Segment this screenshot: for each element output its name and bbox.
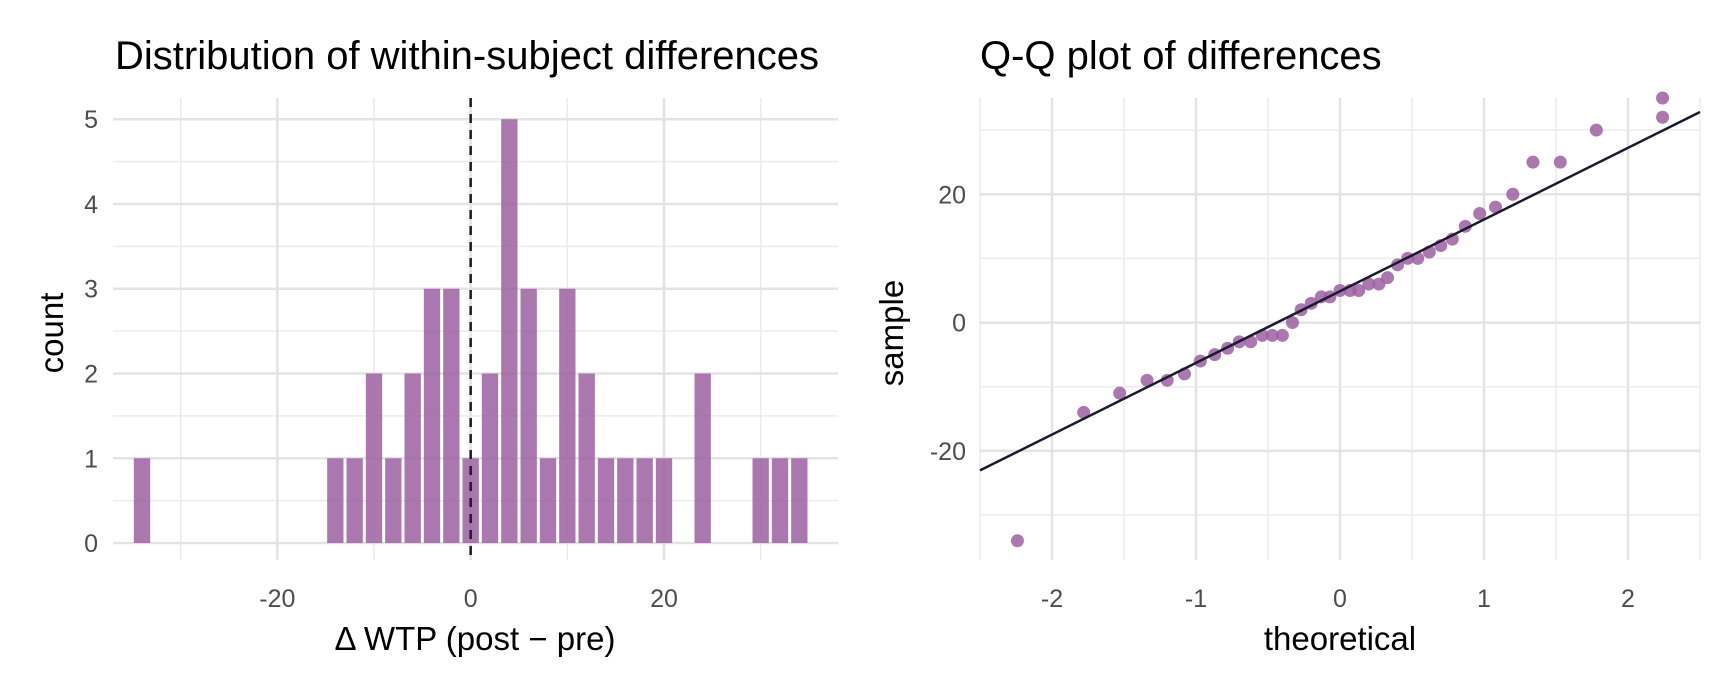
histogram-y-tick-label: 2 [84,361,98,389]
qq-point [1275,328,1289,342]
histogram-bar [597,458,615,544]
qq-point [1526,155,1540,169]
histogram-bar [791,458,808,544]
histogram-bar [423,288,441,544]
histogram-y-axis-title: count [33,293,70,374]
qq-gridlines [979,98,1701,560]
qq-point [1285,316,1299,330]
histogram-bar [694,373,711,544]
qq-x-tick-label: 2 [1621,585,1635,613]
qq-point [1362,277,1376,291]
qq-y-axis-title: sample [873,280,910,386]
histogram-bar [752,458,769,544]
histogram-x-tick-labels: -20 0 20 [259,585,678,613]
histogram-bar [385,458,402,544]
qq-point [1160,373,1174,387]
histogram-y-tick-label: 1 [84,445,98,473]
qq-point [1473,207,1487,220]
qq-point [1656,91,1670,105]
histogram-x-tick-label: 20 [650,585,678,613]
qq-x-tick-label: 0 [1333,585,1347,613]
histogram-bar [346,458,363,544]
qq-point [1077,405,1091,419]
qq-plot-panel: -2 -1 0 1 2 -20 0 20 Q-Q plot of differences t… [873,34,1701,657]
histogram-bar [636,458,653,544]
qq-point [1010,534,1024,548]
histogram-bar [481,373,499,544]
histogram-bar [520,288,537,544]
histogram-x-tick-label: -20 [259,585,295,613]
qq-x-tick-label: -1 [1185,585,1207,613]
histogram-y-tick-labels: 0 1 2 3 4 5 [84,106,98,558]
qq-point [1265,328,1279,342]
histogram-bar [501,119,518,544]
histogram-bar [559,288,576,544]
histogram-bar [578,373,595,544]
qq-y-tick-label: -20 [930,438,966,466]
qq-point [1352,284,1366,297]
histogram-bars [133,119,808,544]
histogram-bar [365,373,383,544]
qq-point [1506,187,1520,201]
histogram-y-tick-label: 4 [84,191,98,219]
qq-point [1589,123,1603,137]
histogram-panel: -20 0 20 0 1 2 3 4 5 Distribution of within-sub… [33,34,838,657]
qq-point [1656,110,1670,124]
histogram-x-axis-title: Δ WTP (post − pre) [335,620,616,657]
histogram-bar [539,458,557,544]
histogram-bar [133,458,151,544]
qq-point [1381,271,1395,285]
histogram-y-tick-label: 3 [84,276,98,304]
histogram-bar [771,458,789,544]
qq-y-tick-label: 0 [952,310,966,338]
qq-x-tick-labels: -2 -1 0 1 2 [1041,585,1635,613]
histogram-bar [443,288,460,544]
histogram-y-tick-label: 5 [84,106,98,134]
histogram-bar [655,458,673,544]
qq-point [1553,155,1567,169]
histogram-x-tick-label: 0 [464,585,478,613]
qq-point [1140,373,1154,387]
qq-x-tick-label: -2 [1041,585,1063,613]
histogram-y-tick-label: 0 [84,530,98,558]
qq-y-tick-labels: -20 0 20 [930,181,966,466]
qq-point [1489,200,1503,214]
histogram-bar [404,373,421,544]
qq-point [1113,386,1127,400]
histogram-bar [617,458,634,544]
qq-reference-line [979,110,1701,472]
histogram-bar [327,458,344,544]
qq-x-tick-label: 1 [1477,585,1491,613]
qq-y-tick-label: 20 [938,181,966,209]
qq-title: Q-Q plot of differences [980,34,1382,78]
qq-x-axis-title: theoretical [1264,620,1416,657]
histogram-title: Distribution of within-subject differenc… [115,34,819,78]
